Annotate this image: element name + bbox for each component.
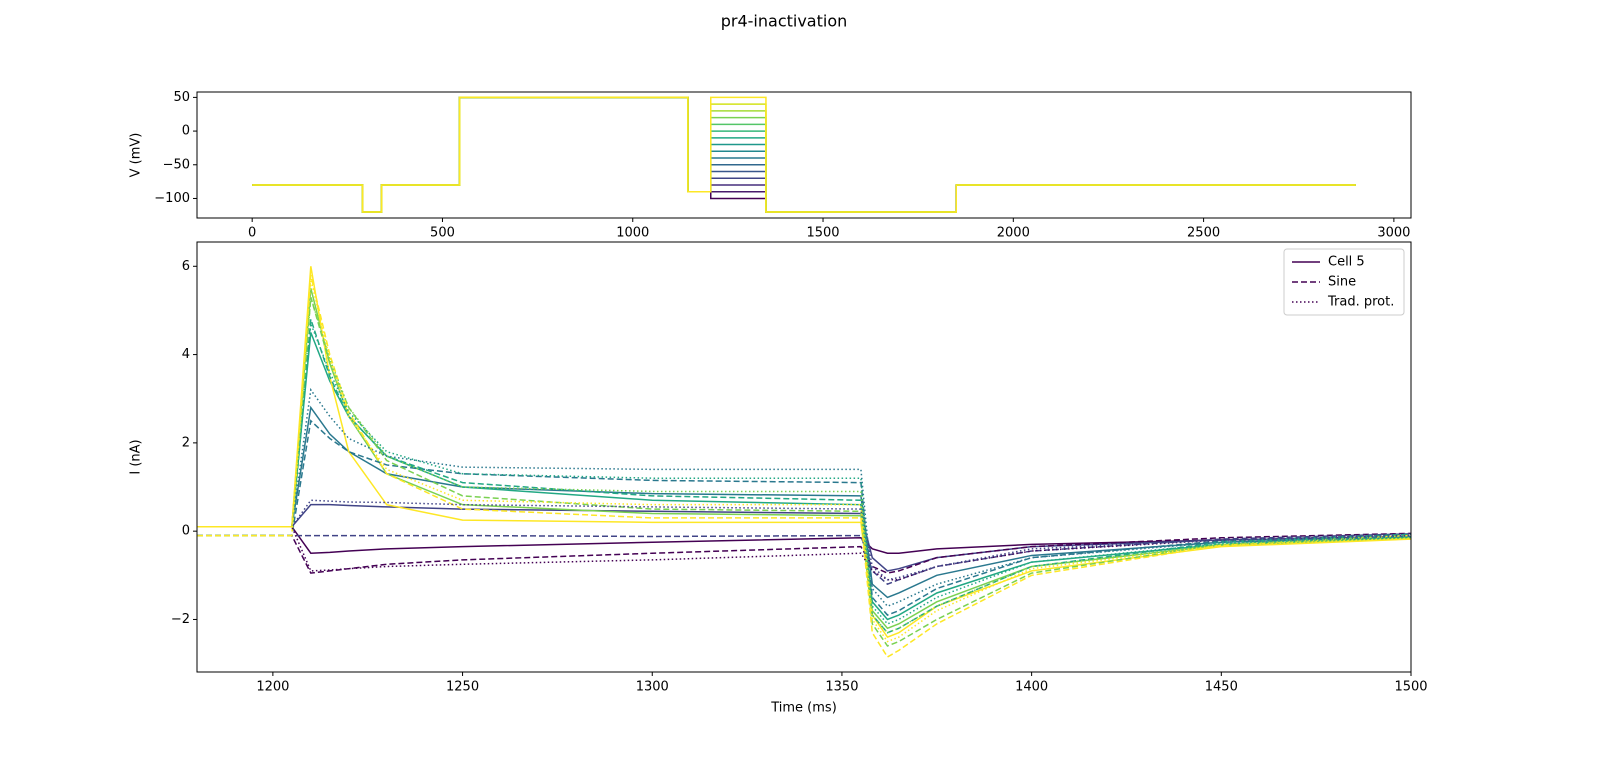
data-line: [252, 96, 1356, 213]
axes-frame: [196, 91, 1412, 219]
y-tick-label: 0: [182, 524, 190, 539]
y-tick-label: −2: [171, 612, 190, 627]
x-tick-label: 1300: [636, 680, 669, 695]
plot-lines: [197, 266, 1411, 659]
data-line: [197, 526, 1411, 581]
data-line: [252, 96, 1356, 213]
plot-lines: [252, 96, 1356, 213]
data-line: [197, 387, 1411, 608]
data-line: [197, 274, 1411, 659]
data-line: [197, 296, 1411, 647]
x-tick-label: 1200: [256, 680, 289, 695]
legend-label: Sine: [1328, 275, 1356, 290]
data-line: [197, 332, 1411, 621]
data-line: [252, 96, 1356, 213]
data-line: [252, 96, 1356, 213]
x-tick-label: 2500: [1187, 226, 1220, 241]
x-tick-label: 3000: [1377, 226, 1410, 241]
y-tick-label: 6: [182, 259, 190, 274]
x-tick-label: 1250: [446, 680, 479, 695]
x-axis-label: Time (ms): [770, 701, 837, 716]
x-tick-label: 1500: [806, 226, 839, 241]
figure-title: pr4-inactivation: [721, 12, 848, 31]
y-axis-label: I (nA): [129, 439, 144, 474]
data-line: [252, 96, 1356, 213]
y-tick-label: 2: [182, 435, 190, 450]
data-line: [252, 96, 1356, 213]
data-line: [197, 405, 1411, 599]
legend-label: Cell 5: [1328, 255, 1365, 270]
x-tick-label: 2000: [997, 226, 1030, 241]
x-tick-label: 1450: [1205, 680, 1238, 695]
x-tick-label: 1350: [825, 680, 858, 695]
data-line: [197, 499, 1411, 581]
data-line: [197, 266, 1411, 639]
data-line: [252, 96, 1356, 213]
data-line: [252, 96, 1356, 213]
x-tick-label: 1000: [616, 226, 649, 241]
data-line: [197, 533, 1411, 586]
data-line: [252, 96, 1356, 213]
x-tick-label: 1500: [1394, 680, 1427, 695]
axes-frame: [196, 241, 1412, 673]
data-line: [252, 96, 1356, 213]
y-tick-label: −100: [154, 191, 190, 206]
legend: Cell 5 Sine Trad. prot.: [1283, 248, 1405, 316]
data-line: [252, 96, 1356, 213]
x-tick-label: 0: [248, 226, 256, 241]
y-axis-label: V (mV): [129, 133, 144, 178]
x-tick-label: 500: [430, 226, 455, 241]
y-tick-label: 50: [173, 90, 190, 105]
y-tick-label: 0: [182, 124, 190, 139]
data-line: [197, 419, 1411, 616]
legend-label: Trad. prot.: [1327, 295, 1394, 310]
data-line: [197, 323, 1411, 625]
data-line: [197, 279, 1411, 643]
data-line: [197, 296, 1411, 634]
data-line: [197, 526, 1411, 555]
data-line: [252, 96, 1356, 213]
data-line: [252, 96, 1356, 213]
data-line: [252, 96, 1356, 213]
data-line: [197, 532, 1411, 574]
legend-box: [1283, 248, 1405, 316]
data-line: [197, 503, 1411, 572]
y-tick-label: −50: [163, 157, 190, 172]
data-line: [252, 96, 1356, 213]
data-line: [197, 319, 1411, 634]
y-tick-label: 4: [182, 347, 190, 362]
x-tick-label: 1400: [1015, 680, 1048, 695]
data-line: [252, 96, 1356, 213]
